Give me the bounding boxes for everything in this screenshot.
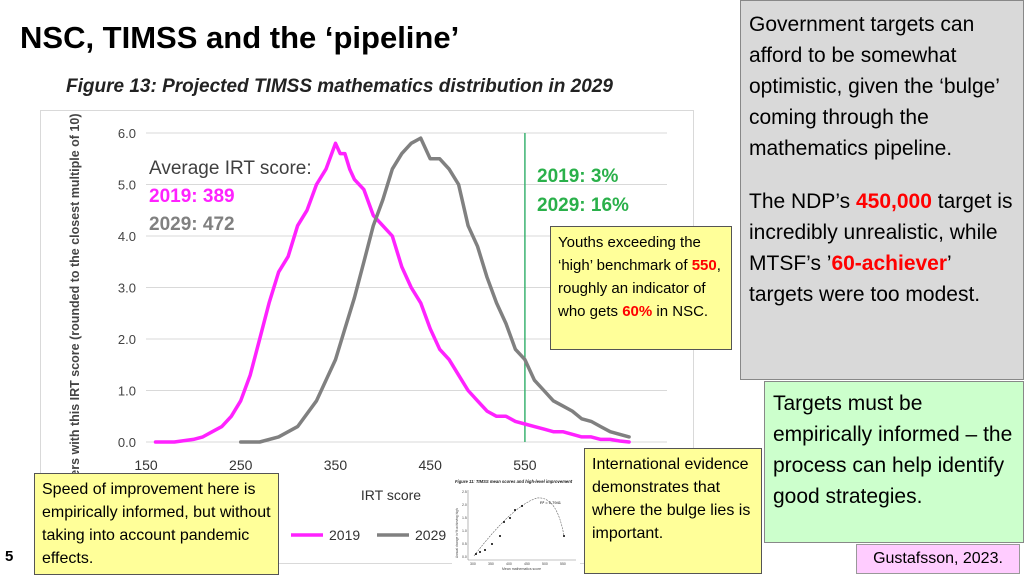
thumb-r2: R² = 0.7941 (540, 500, 562, 505)
svg-text:2.5: 2.5 (462, 490, 467, 494)
pct-2019: 2019: 3% (537, 166, 618, 187)
x-axis-label: IRT score (361, 487, 421, 503)
youths-a: Youths exceeding the ‘high’ benchmark of (558, 234, 701, 274)
svg-text:0.0: 0.0 (462, 555, 467, 559)
svg-text:2.0: 2.0 (462, 503, 467, 507)
youths-callout: Youths exceeding the ‘high’ benchmark of… (550, 226, 732, 350)
svg-text:550: 550 (560, 562, 566, 566)
government-targets-box: Government targets can afford to be some… (740, 0, 1024, 380)
mtsf-suffix: ’ targets were too modest. (749, 252, 981, 306)
youths-benchmark: 550 (691, 257, 717, 274)
ndp-middle: target is incredibly unrealistic, while … (749, 190, 1013, 275)
figure-caption: Figure 13: Projected TIMSS mathematics d… (66, 76, 613, 97)
youths-e: in NSC. (652, 303, 709, 320)
speed-of-improvement-text: Speed of improvement here is empirically… (42, 481, 271, 567)
y-tick-label-5: 5.0 (118, 178, 136, 193)
thumb-caption: Figure 11: TIMSS mean scores and high-le… (455, 479, 573, 484)
y-tick-label-0: 0.0 (118, 435, 136, 450)
x-tick-label-1: 250 (229, 457, 253, 473)
speed-of-improvement-callout: Speed of improvement here is empirically… (34, 473, 279, 575)
svg-text:350: 350 (488, 562, 494, 566)
empirical-targets-box: Targets must be empirically informed – t… (764, 381, 1024, 543)
svg-text:0.5: 0.5 (462, 542, 467, 546)
thumb-ylabel: Annual change in % achieving high (455, 508, 459, 558)
international-evidence-text: International evidence demonstrates that… (592, 456, 751, 542)
youths-c: , roughly an indicator of who gets (558, 257, 721, 320)
international-evidence-callout: International evidence demonstrates that… (584, 448, 762, 574)
timss-thumbnail-chart: Figure 11: TIMSS mean scores and high-le… (452, 476, 580, 572)
ndp-prefix: The NDP’s (749, 190, 856, 213)
avg-score-label: Average IRT score: (149, 158, 312, 179)
empirical-targets-text: Targets must be empirically informed – t… (773, 392, 1013, 508)
series-line-2029 (238, 136, 631, 444)
avg-2029: 2029: 472 (149, 214, 235, 235)
slide-number: 5 (5, 548, 14, 565)
svg-text:1.5: 1.5 (462, 516, 467, 520)
y-tick-label-1: 1.0 (118, 384, 136, 399)
x-tick-label-2: 350 (324, 457, 348, 473)
y-tick-label-3: 3.0 (118, 281, 136, 296)
thumb-xlabel: Mean mathematics score (502, 567, 541, 571)
y-tick-label-2: 2.0 (118, 332, 136, 347)
distribution-chart: 0.0 1.0 2.0 3.0 4.0 5.0 6.0 150 250 350 450 550 % of… (68, 114, 667, 543)
legend-label-2029: 2029 (415, 527, 446, 543)
government-targets-text: Government targets can afford to be some… (749, 13, 1000, 160)
ndp-target-value: 450,000 (855, 190, 932, 213)
y-tick-label-6: 6.0 (118, 126, 136, 141)
youths-percent: 60% (622, 303, 653, 320)
series-line-2019 (153, 141, 631, 444)
mtsf-target-value: 60-achiever (831, 252, 948, 275)
avg-2019: 2019: 389 (149, 186, 235, 207)
svg-text:400: 400 (506, 562, 512, 566)
x-tick-label-4: 550 (513, 457, 537, 473)
x-tick-label-0: 150 (134, 457, 158, 473)
legend-label-2019: 2019 (329, 527, 360, 543)
svg-text:300: 300 (470, 562, 476, 566)
x-tick-label-3: 450 (419, 457, 443, 473)
y-axis-label: % of learners with this IRT score (round… (68, 114, 82, 537)
y-tick-label-4: 4.0 (118, 229, 136, 244)
svg-text:1.0: 1.0 (462, 529, 467, 533)
slide-title: NSC, TIMSS and the ‘pipeline’ (20, 20, 460, 55)
source-citation: Gustafsson, 2023. (856, 544, 1020, 574)
svg-text:500: 500 (542, 562, 548, 566)
ndp-mtsf-text: The NDP’s 450,000 target is incredibly u… (749, 186, 1015, 310)
svg-text:450: 450 (524, 562, 530, 566)
pct-2029: 2029: 16% (537, 195, 629, 216)
